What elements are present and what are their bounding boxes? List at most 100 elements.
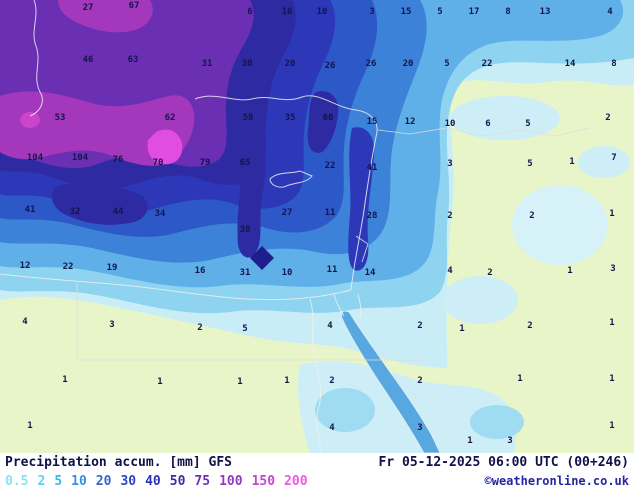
map-value-label: 26 bbox=[324, 61, 336, 71]
map-value-label: 1 bbox=[284, 376, 290, 386]
map-value-label: 4 bbox=[607, 7, 613, 17]
map-value-label: 13 bbox=[539, 7, 551, 17]
map-value-label: 14 bbox=[364, 268, 376, 278]
map-value-label: 30 bbox=[241, 59, 253, 69]
legend-value: 5 bbox=[54, 473, 63, 489]
map-value-label: 32 bbox=[69, 207, 81, 217]
precipitation-contours bbox=[0, 0, 634, 453]
legend-values: 0.5 2 5 10 20 30 40 50 75 100 150 200 bbox=[5, 474, 308, 489]
map-value-label: 5 bbox=[525, 119, 531, 129]
precip-fill-layers bbox=[0, 0, 634, 453]
map-value-label: 2 bbox=[417, 321, 423, 331]
legend: 0.5 2 5 10 20 30 40 50 75 100 150 200 ©weatheronlin… bbox=[0, 472, 634, 490]
legend-value: 100 bbox=[219, 473, 243, 489]
map-value-label: 76 bbox=[112, 155, 124, 165]
map-value-label: 44 bbox=[112, 207, 124, 217]
map-value-label: 4 bbox=[22, 317, 28, 327]
map-value-label: 31 bbox=[239, 268, 251, 278]
map-value-label: 2 bbox=[447, 211, 453, 221]
map-value-label: 10 bbox=[281, 268, 293, 278]
map-value-label: 58 bbox=[242, 113, 254, 123]
map-value-label: 2 bbox=[527, 321, 533, 331]
map-value-label: 8 bbox=[505, 7, 511, 17]
map-value-label: 1 bbox=[567, 266, 573, 276]
legend-value: 0.5 bbox=[5, 473, 29, 489]
map-value-label: 2 bbox=[487, 268, 493, 278]
map-value-label: 38 bbox=[239, 225, 251, 235]
map-value-label: 62 bbox=[164, 113, 176, 123]
legend-value: 40 bbox=[145, 473, 161, 489]
map-value-label: 15 bbox=[400, 7, 412, 17]
coastlines bbox=[0, 0, 378, 453]
map-value-label: 3 bbox=[447, 159, 453, 169]
map-value-label: 1 bbox=[459, 324, 465, 334]
map-value-label: 41 bbox=[366, 163, 378, 173]
map-value-label: 3 bbox=[610, 264, 616, 274]
map-value-label: 1 bbox=[27, 421, 33, 431]
map-value-label: 27 bbox=[281, 208, 293, 218]
map-value-label: 31 bbox=[201, 59, 213, 69]
map-value-label: 1 bbox=[157, 377, 163, 387]
map-value-label: 14 bbox=[564, 59, 576, 69]
map-value-label: 5 bbox=[444, 59, 450, 69]
map-value-label: 35 bbox=[284, 113, 296, 123]
map-value-label: 22 bbox=[481, 59, 493, 69]
map-value-label: 15 bbox=[366, 117, 378, 127]
legend-value: 20 bbox=[95, 473, 112, 489]
map-value-label: 65 bbox=[239, 158, 251, 168]
map-value-label: 20 bbox=[402, 59, 414, 69]
map-value-label: 11 bbox=[326, 265, 338, 275]
country-borders bbox=[76, 127, 591, 361]
map-value-label: 12 bbox=[404, 117, 416, 127]
map-value-label: 1 bbox=[517, 374, 523, 384]
weather-map: 27 67 6 16 10 3 15 5 17 8 13 4 46 63 31 30 20 26 26 20 5 22 14… bbox=[0, 0, 634, 453]
map-value-label: 1 bbox=[609, 374, 615, 384]
map-value-label: 6 bbox=[485, 119, 491, 129]
map-value-label: 67 bbox=[128, 1, 140, 11]
map-value-label: 1 bbox=[237, 377, 243, 387]
map-value-label: 104 bbox=[26, 153, 44, 163]
map-value-label: 26 bbox=[365, 59, 377, 69]
map-value-label: 79 bbox=[199, 158, 211, 168]
map-value-label: 2 bbox=[197, 323, 203, 333]
legend-value: 150 bbox=[251, 473, 276, 489]
legend-value: 50 bbox=[169, 473, 186, 489]
map-value-label: 8 bbox=[611, 59, 617, 69]
map-value-label: 1 bbox=[609, 209, 615, 219]
map-value-label: 10 bbox=[316, 7, 328, 17]
legend-value: 200 bbox=[284, 473, 308, 489]
map-value-label: 17 bbox=[468, 7, 480, 17]
legend-value: 10 bbox=[71, 473, 87, 489]
map-value-label: 1 bbox=[609, 318, 615, 328]
map-value-label: 104 bbox=[71, 153, 89, 163]
map-value-label: 1 bbox=[62, 375, 68, 385]
map-value-label: 2 bbox=[529, 211, 535, 221]
map-value-label: 63 bbox=[127, 55, 139, 65]
map-value-label: 22 bbox=[62, 262, 74, 272]
map-value-label: 2 bbox=[329, 376, 335, 386]
map-value-label: 4 bbox=[447, 266, 453, 276]
map-value-label: 22 bbox=[324, 161, 336, 171]
map-value-label: 2 bbox=[605, 113, 611, 123]
map-value-label: 11 bbox=[324, 208, 336, 218]
map-value-label: 7 bbox=[611, 153, 617, 163]
map-value-label: 4 bbox=[327, 321, 333, 331]
map-value-label: 41 bbox=[24, 205, 36, 215]
legend-value: 2 bbox=[37, 473, 46, 489]
map-value-label: 34 bbox=[154, 209, 166, 219]
map-datetime: Fr 05-12-2025 06:00 UTC (00+246) bbox=[378, 455, 629, 470]
map-value-label: 5 bbox=[437, 7, 443, 17]
map-value-label: 19 bbox=[106, 263, 118, 273]
legend-value: 30 bbox=[120, 473, 137, 489]
map-value-label: 1 bbox=[609, 421, 615, 431]
legend-value: 75 bbox=[194, 473, 211, 489]
map-value-label: 28 bbox=[366, 211, 378, 221]
map-value-label: 16 bbox=[194, 266, 206, 276]
map-value-label: 20 bbox=[284, 59, 296, 69]
map-value-label: 10 bbox=[444, 119, 456, 129]
map-value-label: 6 bbox=[247, 7, 253, 17]
value-labels-layer: 27 67 6 16 10 3 15 5 17 8 13 4 46 63 31 30 20 26 26 20 5 22 14… bbox=[19, 1, 617, 446]
map-value-label: 3 bbox=[417, 423, 423, 433]
map-value-label: 60 bbox=[322, 113, 334, 123]
map-value-label: 12 bbox=[19, 261, 31, 271]
